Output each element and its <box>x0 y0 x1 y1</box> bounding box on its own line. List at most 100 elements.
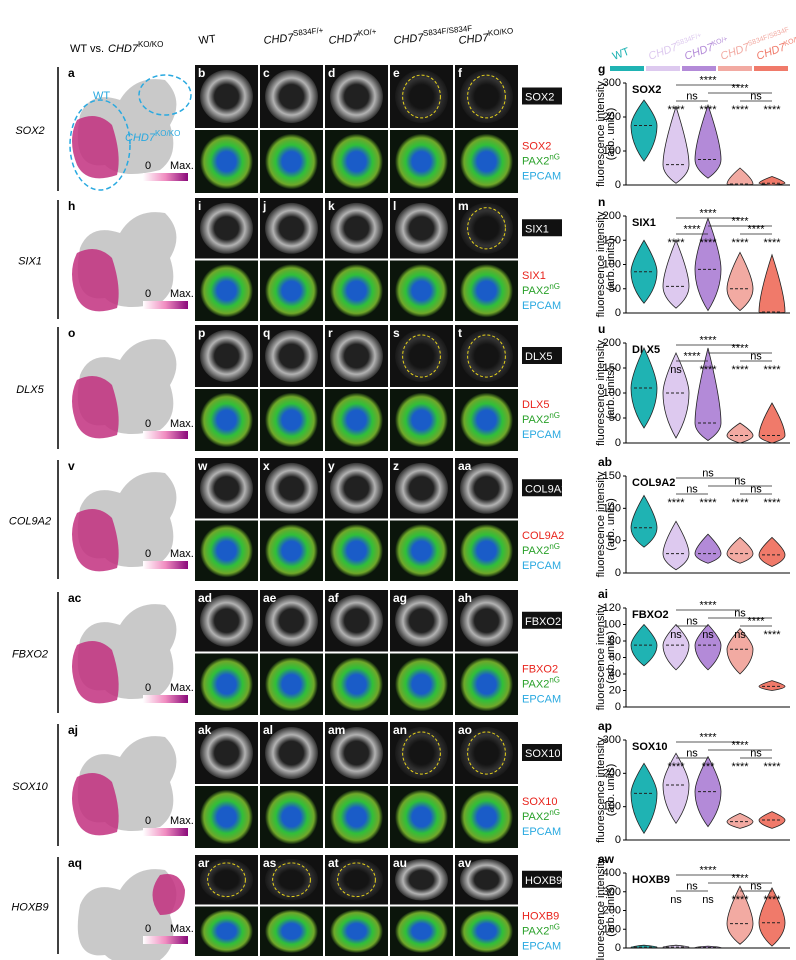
tissue-color <box>330 392 383 448</box>
y-tick-label: 200 <box>603 767 621 779</box>
violin <box>726 885 754 945</box>
violin <box>662 752 690 825</box>
panel-letter: z <box>393 459 399 473</box>
stain-pax2: PAX2nG <box>522 808 560 823</box>
y-tick-label: 0 <box>615 179 621 191</box>
stain-pax2-part: nG <box>549 282 560 291</box>
legend-label-part: CHD7 <box>683 41 716 63</box>
violin <box>726 422 754 444</box>
tissue-color <box>395 392 448 448</box>
violin <box>694 623 722 671</box>
tissue-color <box>200 909 253 954</box>
marker-label: COL9A2 <box>525 483 567 495</box>
legend-swatch <box>718 66 752 71</box>
panel-letter: n <box>598 195 605 209</box>
violin <box>630 494 658 548</box>
y-tick-label: 200 <box>603 905 621 917</box>
y-tick-label: 300 <box>603 77 621 89</box>
violin <box>662 239 690 309</box>
tissue-color <box>395 789 448 845</box>
tissue-color <box>460 264 513 318</box>
comparison-label: **** <box>731 873 749 885</box>
comparison-label: ns <box>750 351 762 363</box>
tissue-color <box>460 524 513 578</box>
y-axis-label-line: fluorescence intensity <box>595 737 607 843</box>
panel-letter: at <box>328 856 339 870</box>
tissue-gray <box>460 594 513 647</box>
panel-letter: c <box>263 66 270 80</box>
stain-gene: SOX2 <box>522 141 551 153</box>
tissue-color <box>265 657 318 712</box>
tissue-outline <box>207 862 246 898</box>
group-significance: **** <box>763 237 781 249</box>
tissue-gray <box>395 726 448 780</box>
scale-min: 0 <box>145 288 151 300</box>
legend-label-part: CHD7 <box>719 41 752 63</box>
y-axis-label-line: fluorescence intensity <box>595 604 607 710</box>
column-header-part: CHD7 <box>393 32 425 47</box>
tissue-color <box>200 524 253 578</box>
y-axis-label-line: (arb. units) <box>605 631 617 684</box>
comparison-label: **** <box>683 224 701 236</box>
stain-epcam: EPCAM <box>522 693 561 705</box>
scale-max: Max. <box>170 682 194 694</box>
violin <box>726 628 754 675</box>
stain-pax2-part: nG <box>549 542 560 551</box>
scale-min: 0 <box>145 815 151 827</box>
scale-max: Max. <box>170 548 194 560</box>
gene-label: HOXB9 <box>11 902 48 914</box>
tissue-color <box>395 133 448 190</box>
y-tick-label: 100 <box>603 502 621 514</box>
y-tick-label: 150 <box>603 470 621 482</box>
y-tick-label: 50 <box>609 412 621 424</box>
tissue-gray <box>395 329 448 383</box>
scale-bar <box>143 561 188 569</box>
tissue-outline <box>402 74 441 119</box>
tissue-gray <box>330 462 383 514</box>
y-tick-label: 100 <box>603 387 621 399</box>
panel-letter: ar <box>198 856 210 870</box>
stain-epcam: EPCAM <box>522 300 561 312</box>
panel-letter: al <box>263 723 273 737</box>
violin <box>758 253 786 314</box>
panel-letter: d <box>328 66 335 80</box>
gene-label: COL9A2 <box>9 516 51 528</box>
panel-letter: as <box>263 856 277 870</box>
group-significance: **** <box>667 237 685 249</box>
violin <box>758 887 786 947</box>
y-tick-label: 400 <box>603 867 621 879</box>
y-axis-label-line: fluorescence intensity <box>595 471 607 577</box>
marker-box <box>522 870 562 888</box>
tissue-gray <box>460 70 513 123</box>
figure-title-part: KO/KO <box>138 40 163 49</box>
stain-epcam: EPCAM <box>522 429 561 441</box>
scale-max: Max. <box>170 815 194 827</box>
panel-letter: h <box>68 199 75 213</box>
umap-expression <box>72 773 119 836</box>
panel-letter: ai <box>598 587 608 601</box>
panel-letter: ag <box>393 591 407 605</box>
y-axis-label-line: (arb. units) <box>605 238 617 291</box>
y-tick-label: 150 <box>603 362 621 374</box>
comparison-label: **** <box>731 740 749 752</box>
group-significance: **** <box>699 497 717 509</box>
y-axis-label: fluorescence intensity(arb. units) <box>595 471 617 577</box>
marker-label: HOXB9 <box>525 875 562 887</box>
stain-pax2-part: nG <box>549 922 560 931</box>
tissue-color <box>460 392 513 448</box>
comparison-label: **** <box>747 224 765 236</box>
tissue-gray <box>460 202 513 254</box>
comparison-label: **** <box>699 335 717 347</box>
tissue-color <box>460 133 513 190</box>
stain-pax2: PAX2nG <box>522 282 560 297</box>
tissue-outline <box>272 862 311 898</box>
comparison-label: ns <box>686 881 698 893</box>
scale-min: 0 <box>145 418 151 430</box>
umap-ko-label-part: CHD7 <box>125 132 156 144</box>
column-header: CHD7S834F/+ <box>263 26 325 47</box>
violin <box>726 251 754 312</box>
comparison-label: **** <box>699 865 717 877</box>
tissue-gray <box>460 726 513 780</box>
gene-label: SOX10 <box>12 781 48 793</box>
